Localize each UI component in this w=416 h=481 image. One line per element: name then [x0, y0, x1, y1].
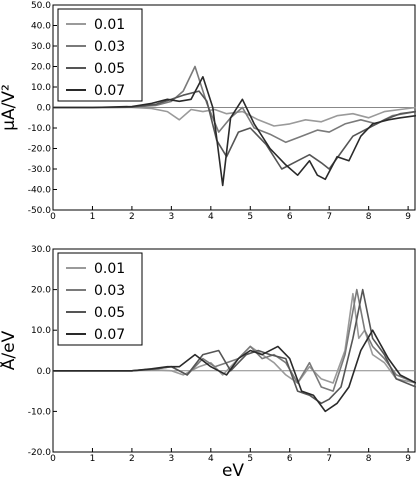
bottom-y-axis-label: Å/eV: [0, 330, 19, 370]
top-x-tick-label: 0: [50, 212, 56, 222]
top-legend-label: 0.03: [94, 39, 125, 55]
bottom-series-line-0.01: [53, 292, 416, 384]
top-y-axis-label: μA/V²: [0, 84, 19, 131]
bottom-legend-label: 0.03: [94, 283, 125, 299]
bottom-plot-frame: [52, 248, 416, 453]
top-x-tick-label: 7: [326, 212, 332, 222]
top-series-line-0.05: [53, 90, 416, 170]
bottom-x-tick-label: 3: [169, 454, 175, 464]
top-y-tick-label: 10.0: [31, 83, 51, 93]
bottom-series-line-0.07: [53, 329, 416, 413]
bottom-y-tick-label: 0.0: [37, 367, 52, 377]
top-x-tick-label: 4: [208, 212, 214, 222]
bottom-legend-label: 0.07: [94, 327, 125, 343]
bottom-x-tick-label: 6: [287, 454, 293, 464]
top-x-tick-label: 5: [247, 212, 253, 222]
top-x-tick-label: 8: [366, 212, 372, 222]
top-legend-label: 0.05: [94, 61, 125, 77]
top-x-tick-label: 9: [405, 212, 411, 222]
top-series-line-0.03: [53, 65, 416, 144]
top-y-tick-label: -50.0: [28, 206, 52, 216]
bottom-x-tick-label: 8: [366, 454, 372, 464]
bottom-x-tick-label: 5: [247, 454, 253, 464]
top-legend-label: 0.01: [94, 17, 125, 33]
bottom-chart-panel: 0 1 2 3 4 5 6 7 8 9 30.0 20.0 10.0 0.0 -10.0 -20.0 Å/eV 0…: [0, 245, 416, 464]
bottom-x-tick-label: 9: [405, 454, 411, 464]
bottom-legend-label: 0.01: [94, 261, 125, 277]
top-y-tick-label: 30.0: [31, 42, 51, 52]
top-x-tick-label: 6: [287, 212, 293, 222]
top-y-tick-label: -40.0: [28, 186, 52, 196]
bottom-y-tick-label: -20.0: [28, 448, 52, 458]
top-x-tick-label: 2: [129, 212, 135, 222]
top-y-tick-label: 40.0: [31, 22, 51, 32]
top-chart-panel: 0 1 2 3 4 5 6 7 8 9 50.0 40.0 30.0 20.0 10.0 0.0 -10.0 -2…: [0, 1, 416, 222]
bottom-x-tick-label: 2: [129, 454, 135, 464]
bottom-x-tick-label: 7: [326, 454, 332, 464]
top-x-tick-label: 3: [169, 212, 175, 222]
bottom-y-tick-label: 10.0: [31, 326, 51, 336]
top-x-tick-label: 1: [90, 212, 96, 222]
top-y-tick-label: -20.0: [28, 145, 52, 155]
top-y-tick-label: 50.0: [31, 1, 51, 11]
top-series-line-0.07: [53, 76, 416, 187]
bottom-x-tick-label: 1: [90, 454, 96, 464]
top-y-tick-label: -30.0: [28, 165, 52, 175]
top-y-tick-label: 0.0: [37, 104, 52, 114]
top-legend-label: 0.07: [94, 83, 125, 99]
top-y-tick-label: -10.0: [28, 124, 52, 134]
bottom-y-tick-label: 20.0: [31, 286, 51, 296]
bottom-y-tick-label: 30.0: [31, 245, 51, 255]
bottom-y-tick-label: -10.0: [28, 407, 52, 417]
top-y-tick-label: 20.0: [31, 63, 51, 73]
x-axis-label: eV: [222, 461, 244, 481]
bottom-legend-label: 0.05: [94, 305, 125, 321]
bottom-x-tick-label: 0: [50, 454, 56, 464]
bottom-x-tick-label: 4: [208, 454, 214, 464]
